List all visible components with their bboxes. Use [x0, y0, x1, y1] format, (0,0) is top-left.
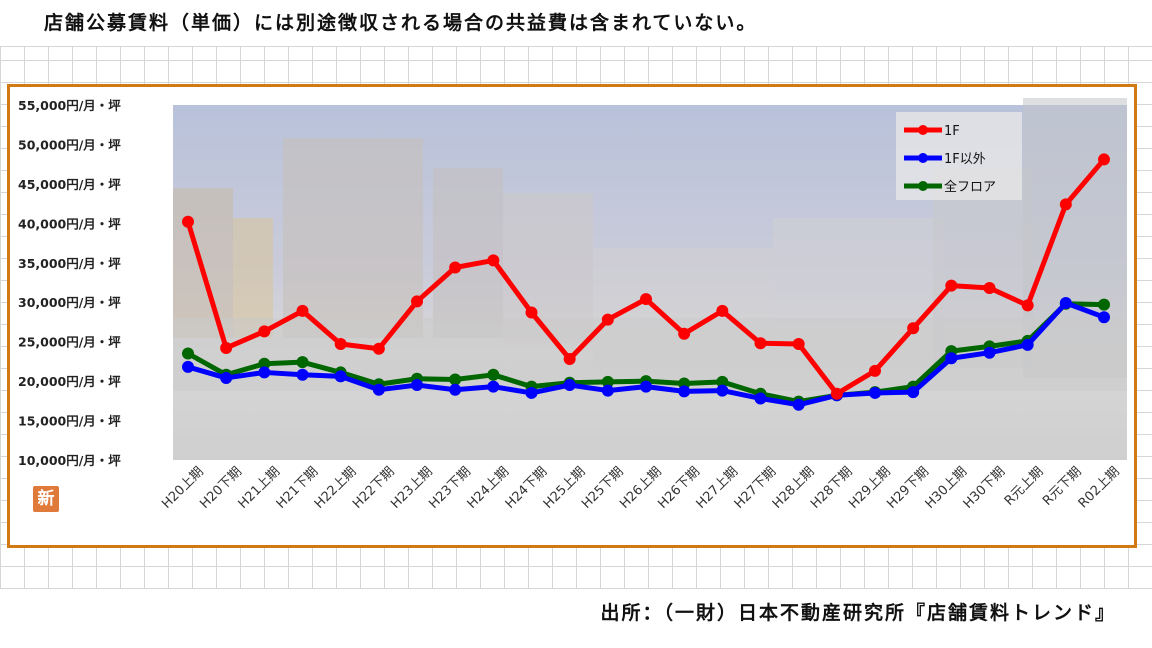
y-tick-label: 10,000円/月・坪 — [18, 453, 121, 468]
data-point-1 — [220, 341, 233, 354]
data-point-1 — [411, 295, 423, 308]
data-point-1 — [601, 313, 614, 326]
chart-frame: 55,000円/月・坪 50,000円/月・坪 45,000円/月・坪 40,000円… — [7, 84, 1137, 548]
data-point-1 — [372, 342, 385, 355]
data-point-2 — [487, 380, 500, 393]
data-point-1 — [907, 322, 920, 335]
data-point-1 — [525, 306, 538, 319]
data-point-2 — [1021, 338, 1034, 351]
data-point-2 — [334, 370, 347, 383]
data-point-1 — [792, 338, 805, 351]
y-tick-label: 50,000円/月・坪 — [18, 137, 121, 152]
data-point-2 — [220, 371, 233, 384]
data-point-1 — [1021, 299, 1034, 312]
y-axis: 55,000円/月・坪 50,000円/月・坪 45,000円/月・坪 40,000円… — [18, 98, 121, 468]
data-point-2 — [182, 360, 194, 373]
data-point-1 — [1059, 198, 1072, 211]
data-point-2 — [945, 352, 958, 365]
legend-marker — [918, 181, 928, 191]
data-point-2 — [678, 385, 691, 398]
data-point-2 — [1098, 311, 1110, 324]
data-point-2 — [640, 380, 652, 393]
data-point-1 — [258, 325, 271, 338]
data-point-2 — [258, 366, 271, 379]
legend-label: 1F — [944, 124, 960, 139]
data-point-1 — [296, 304, 309, 317]
data-point-1 — [487, 254, 500, 267]
legend-marker — [918, 153, 928, 163]
data-point-3 — [601, 375, 614, 388]
x-tick-label: R元上期 — [1002, 464, 1047, 509]
data-point-1 — [334, 338, 347, 351]
x-axis: H20上期H20下期H21上期H21下期H22上期H22下期H23上期H23下期… — [159, 464, 1123, 512]
source-credit: 出所：（一財）日本不動産研究所『店舗賃料トレンド』 — [600, 602, 1116, 624]
y-tick-label: 15,000円/月・坪 — [18, 414, 121, 429]
data-point-2 — [563, 379, 576, 392]
data-point-3 — [716, 375, 729, 388]
y-tick-label: 30,000円/月・坪 — [18, 295, 121, 310]
legend-label: 1F以外 — [944, 152, 986, 167]
footer-band — [0, 588, 1152, 648]
x-tick-label: R02上期 — [1076, 464, 1123, 511]
legend-marker — [918, 125, 928, 135]
y-tick-label: 25,000円/月・坪 — [18, 335, 121, 350]
data-point-2 — [869, 386, 881, 399]
data-point-1 — [754, 337, 767, 350]
data-point-3 — [487, 368, 500, 381]
line-chart: 55,000円/月・坪 50,000円/月・坪 45,000円/月・坪 40,000円… — [18, 98, 1127, 512]
data-point-2 — [525, 386, 538, 399]
data-point-2 — [449, 383, 462, 396]
photo-shade — [283, 138, 423, 338]
data-point-1 — [716, 304, 729, 317]
data-point-2 — [716, 384, 729, 397]
data-point-1 — [182, 215, 194, 228]
y-tick-label: 35,000円/月・坪 — [18, 256, 121, 271]
y-tick-label: 45,000円/月・坪 — [18, 177, 121, 192]
data-point-2 — [1059, 297, 1072, 310]
x-tick-label: H30下期 — [961, 464, 1009, 512]
data-point-1 — [640, 293, 652, 306]
data-point-1 — [563, 353, 576, 366]
data-point-1 — [869, 364, 881, 377]
data-point-1 — [830, 387, 843, 400]
data-point-2 — [411, 379, 423, 392]
data-point-1 — [945, 279, 958, 292]
data-point-2 — [983, 346, 996, 359]
photo-shade — [433, 168, 503, 338]
series-lines — [182, 153, 1110, 411]
data-point-3 — [258, 357, 271, 370]
data-point-3 — [296, 356, 309, 369]
data-point-2 — [372, 383, 385, 396]
data-point-2 — [907, 386, 920, 399]
y-tick-label: 40,000円/月・坪 — [18, 216, 121, 231]
legend-label: 全フロア — [944, 179, 996, 195]
data-point-1 — [983, 282, 996, 295]
data-point-3 — [449, 373, 462, 386]
data-point-1 — [449, 261, 462, 274]
data-point-2 — [601, 384, 614, 397]
y-tick-label: 20,000円/月・坪 — [18, 374, 121, 389]
data-point-2 — [296, 368, 309, 381]
data-point-3 — [1098, 298, 1110, 311]
data-point-2 — [754, 392, 767, 405]
data-point-3 — [182, 347, 194, 360]
data-point-2 — [792, 398, 805, 411]
header-band — [0, 0, 1152, 47]
data-point-1 — [678, 327, 691, 340]
new-badge: 新 — [33, 486, 59, 512]
y-tick-label: 55,000円/月・坪 — [18, 98, 121, 113]
rent-note: 店舗公募賃料（単価）には別途徴収される場合の共益費は含まれていない。 — [44, 12, 758, 34]
data-point-1 — [1098, 153, 1110, 166]
